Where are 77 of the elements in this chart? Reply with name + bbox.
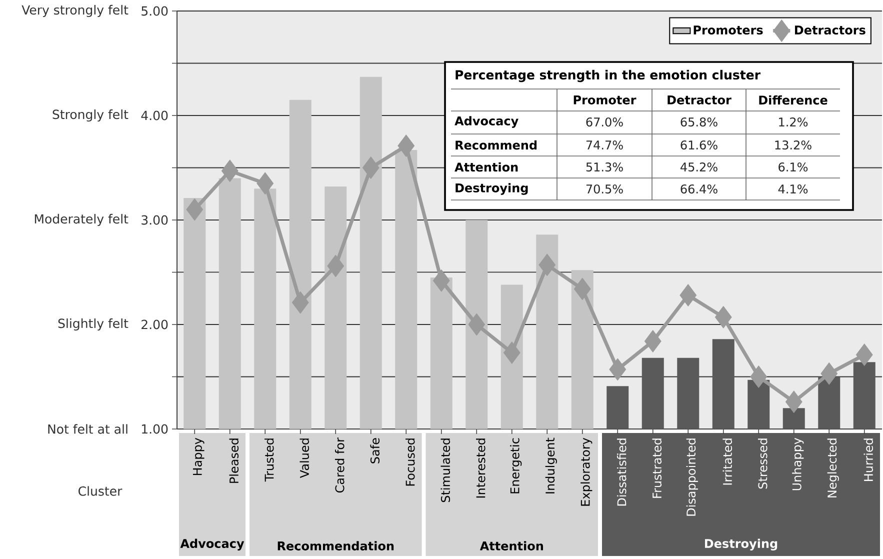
x-tick-label: Frustrated: [652, 438, 662, 498]
x-axis-title: Cluster: [78, 486, 122, 496]
x-tick-label: Irritated: [722, 438, 732, 485]
x-tick-label: Safe: [370, 438, 380, 464]
text: Recommendation: [278, 541, 394, 550]
annotation: Promoter: [574, 96, 636, 104]
text: Attention: [480, 541, 543, 550]
x-tick-label: Unhappy: [792, 438, 804, 490]
point: [186, 198, 204, 221]
x-tick-label: Trusted: [264, 438, 274, 482]
annotation: 6.1%: [778, 162, 808, 172]
x-tick-label: Focused: [405, 438, 415, 486]
point: [292, 291, 309, 314]
point: [327, 254, 344, 278]
x-tick-label: Hurried: [864, 438, 874, 481]
text: Not felt at all: [48, 424, 128, 434]
x-tick-label: Stressed: [758, 438, 768, 489]
point: [714, 306, 732, 328]
annotation: Detractor: [668, 96, 732, 104]
legend-label: Detractors: [795, 26, 866, 35]
annotation: 4.1%: [778, 184, 808, 194]
y-tick-label: 3.00: [142, 215, 168, 225]
point: [432, 269, 450, 292]
x-tick-label: Happy: [193, 438, 204, 476]
annotation: Recommend: [456, 140, 537, 150]
x-tick-label: Exploratory: [580, 438, 592, 506]
x-tick-label: Dissatisfied: [616, 438, 626, 506]
point: [856, 344, 873, 366]
annotation: Percentage strength in the emotion cluster: [456, 70, 760, 82]
annotation: 67.0%: [586, 117, 623, 127]
y-tick-label: 4.00: [141, 110, 168, 120]
x-tick-label: Disappointed: [686, 438, 698, 516]
annotation: 74.7%: [586, 140, 623, 150]
x-tick-label: Energetic: [510, 438, 522, 494]
annotation: 65.8%: [680, 117, 718, 127]
point: [750, 365, 768, 388]
point: [644, 330, 662, 352]
annotation: Advocacy: [454, 116, 518, 128]
annotation: Difference: [759, 95, 828, 105]
annotation: 45.2%: [680, 162, 718, 172]
point: [574, 278, 591, 300]
annotation: 70.5%: [586, 184, 623, 194]
text: Advocacy: [180, 538, 244, 550]
y-tick-label: 5.00: [142, 6, 168, 16]
text: Destroying: [704, 538, 778, 550]
text: Very strongly felt: [22, 4, 128, 18]
point: [362, 156, 380, 179]
point: [398, 134, 415, 158]
point: [680, 284, 697, 306]
annotation: 1.2%: [779, 117, 808, 127]
legend-label: Promoters: [694, 26, 763, 35]
x-tick-label: Neglected: [827, 438, 839, 498]
x-tick-label: Interested: [476, 438, 486, 498]
annotation: 61.6%: [680, 140, 718, 150]
y-tick-label: 1.00: [142, 424, 168, 434]
x-tick-label: Cared for: [334, 438, 344, 493]
point: [256, 172, 274, 195]
x-tick-label: Stimulated: [440, 438, 450, 502]
point: [503, 341, 520, 364]
text: Moderately felt: [34, 214, 128, 226]
text: Strongly felt: [52, 109, 128, 122]
point: [468, 313, 486, 336]
annotation: Destroying: [456, 183, 528, 195]
x-tick-label: Indulgent: [545, 438, 557, 494]
x-tick-label: Valued: [300, 438, 310, 478]
text: Slightly felt: [58, 318, 128, 331]
annotation: 13.2%: [775, 140, 812, 150]
point: [221, 160, 238, 182]
annotation: Attention: [454, 162, 518, 172]
point: [538, 254, 556, 276]
annotation: 51.3%: [586, 162, 623, 172]
point: [785, 390, 802, 414]
x-tick-label: Pleased: [229, 438, 239, 483]
annotation: 66.4%: [680, 184, 718, 194]
point: [609, 358, 626, 381]
point: [820, 362, 838, 385]
y-tick-label: 2.00: [142, 320, 168, 330]
